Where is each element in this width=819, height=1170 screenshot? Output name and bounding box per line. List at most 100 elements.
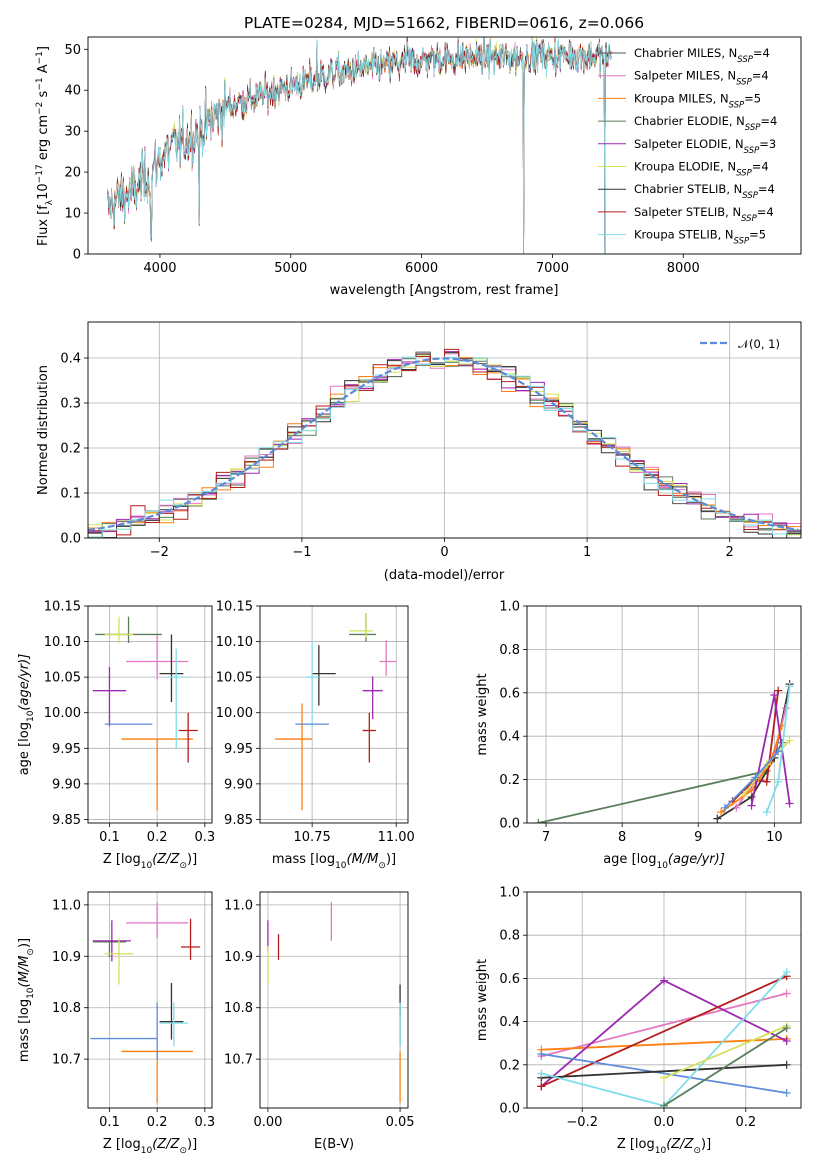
y-tick-label: 10.15 <box>44 600 81 615</box>
z-weight-axes: −0.2 0.0 0.2 0.0 0.2 0.4 0.6 0.8 1.0 <box>499 886 802 1130</box>
weight-series-marker <box>537 1082 546 1091</box>
weight-series-line <box>541 1063 787 1079</box>
y-tick-label: 10.8 <box>224 1001 253 1016</box>
error-bar-point <box>104 938 134 985</box>
spectrum-ylabel-part: erg cm <box>36 115 51 164</box>
y-tick-label: 0.2 <box>60 442 81 457</box>
axes-frame <box>87 891 213 1109</box>
z-mass-axes-xlabel-part: 10 <box>141 1146 153 1156</box>
legend-suffix: =5 <box>744 91 761 105</box>
age-weight-axes-xlabel-part: 10 <box>656 861 668 871</box>
spectrum-axes: 4000 5000 6000 7000 8000 0 10 20 30 40 50 <box>64 36 802 276</box>
z-weight-axes-xlabel: Z [log10(Z/Z⊙)] <box>617 1137 711 1156</box>
error-bar-point <box>121 738 193 811</box>
z-age-axes-ylabel: age [log10(age/yr)] <box>17 654 36 776</box>
x-tick-label: 4000 <box>143 261 176 276</box>
error-bar-point <box>312 645 336 706</box>
age-weight-axes: 7 8 9 10 0.0 0.2 0.4 0.6 0.8 1.0 <box>499 600 802 845</box>
x-tick-label: 0 <box>440 545 448 560</box>
x-tick-label: 11.00 <box>378 830 415 845</box>
weight-series-marker <box>713 814 722 823</box>
plot-area <box>88 606 212 823</box>
legend-name: Salpeter MILES, N <box>634 69 736 83</box>
z-age-axes-xlabel-part: Z [log <box>103 852 141 867</box>
weight-series-marker <box>537 1069 546 1078</box>
weight-series-marker <box>751 773 760 782</box>
y-tick-label: 0 <box>73 248 81 263</box>
z-weight-axes-xlabel-part: ⊙ <box>693 1146 701 1156</box>
z-mass-axes-ylabel-part: ⊙ <box>26 948 36 956</box>
mass-age-axes-xlabel-part: (M/M <box>347 852 379 867</box>
weight-series-line <box>720 725 783 813</box>
z-mass-axes-ylabel-part: (M/M <box>17 956 32 988</box>
y-tick-label: 10.7 <box>52 1053 81 1068</box>
weight-series-marker <box>785 682 794 691</box>
weight-series-marker <box>782 1060 791 1069</box>
z-age-axes-xlabel-part: 10 <box>141 861 153 871</box>
ebv-mass-axes-xlabel: E(B-V) <box>314 1137 354 1152</box>
z-weight-axes-ylabel: mass weight <box>475 959 490 1041</box>
x-tick-label: 0.00 <box>253 1115 282 1130</box>
legend-sub: SSP <box>745 123 761 133</box>
y-tick-label: 1.0 <box>499 886 520 901</box>
histogram-axes: −2 −1 0 1 2 0.0 0.1 0.2 0.3 0.4 <box>60 321 802 560</box>
weight-series <box>537 1050 791 1097</box>
error-bar-point <box>275 703 313 811</box>
plot-area <box>88 892 212 1108</box>
x-tick-label: 7 <box>542 830 550 845</box>
legend-entry: Salpeter ELODIE, NSSP=3 <box>634 137 776 156</box>
legend-entry: Kroupa MILES, NSSP=5 <box>634 91 761 110</box>
legend-sub: SSP <box>744 146 760 156</box>
axes-frame <box>526 891 802 1109</box>
mass-age-axes-xlabel-part: 10 <box>335 861 347 871</box>
weight-series <box>720 747 783 812</box>
weight-series-marker <box>739 790 748 799</box>
spectrum-ylabel-part: A <box>36 64 51 77</box>
y-tick-label: 11.0 <box>52 898 81 913</box>
axes-frame <box>526 605 802 824</box>
weight-series-marker <box>762 808 771 817</box>
ebv-mass-axes: 0.00 0.05 10.7 10.8 10.9 11.0 <box>224 891 415 1130</box>
z-age-axes-ylabel-part: 10 <box>26 710 36 722</box>
x-tick-label: 7000 <box>536 261 569 276</box>
x-tick-label: 0.3 <box>195 1115 216 1130</box>
spectrum-ylabel: Flux [fλ10−17 erg cm−2 s−1 A−1] <box>35 46 55 246</box>
weight-series-marker <box>782 989 791 998</box>
y-tick-label: 10.7 <box>224 1053 253 1068</box>
y-tick-label: 10.8 <box>52 1001 81 1016</box>
weight-series <box>660 1024 791 1108</box>
legend-name: Kroupa ELODIE, N <box>634 160 736 174</box>
weight-series-marker <box>660 1073 668 1082</box>
y-tick-label: 30 <box>64 125 81 140</box>
legend-entry: 𝒩(0, 1) <box>738 337 780 351</box>
x-tick-label: 8 <box>618 830 626 845</box>
weight-series-marker <box>534 819 543 823</box>
y-tick-label: 9.95 <box>224 742 253 757</box>
y-tick-label: 0.0 <box>60 532 81 547</box>
x-tick-label: 10.75 <box>294 830 331 845</box>
weight-series-marker <box>782 1024 791 1033</box>
x-tick-label: 0.05 <box>386 1115 415 1130</box>
legend-name: Kroupa MILES, N <box>634 91 729 105</box>
weight-series-marker <box>785 736 794 745</box>
error-bar-point <box>362 712 377 763</box>
y-tick-label: 50 <box>64 43 81 58</box>
weight-series <box>660 1021 791 1082</box>
y-tick-label: 0.0 <box>499 1102 520 1117</box>
weight-series-marker <box>660 976 668 985</box>
x-tick-label: 0.2 <box>147 830 168 845</box>
x-tick-label: 10 <box>766 830 783 845</box>
legend-name: Chabrier STELIB, N <box>634 182 742 196</box>
y-tick-label: 10.10 <box>216 635 253 650</box>
weight-series-line <box>541 1053 787 1094</box>
y-tick-label: 10.05 <box>216 671 253 686</box>
error-bar-point <box>90 1002 158 1060</box>
error-bar-point <box>362 676 383 720</box>
plot-area <box>260 892 408 1108</box>
histogram-series <box>88 348 801 538</box>
mass-age-axes-xlabel-part: mass [log <box>272 852 335 867</box>
y-tick-label: 1.0 <box>499 600 520 615</box>
legend-suffix: =4 <box>752 160 769 174</box>
spectrum-xlabel: wavelength [Angstrom, rest frame] <box>330 283 559 298</box>
x-tick-label: 0.3 <box>195 830 216 845</box>
